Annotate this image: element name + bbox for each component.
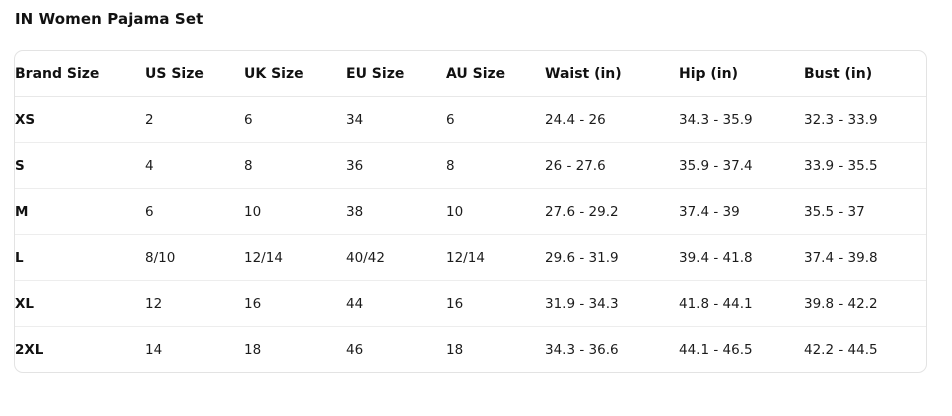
cell-bust: 37.4 - 39.8: [804, 234, 926, 281]
table-row: XS 2 6 34 6 24.4 - 26 34.3 - 35.9 32.3 -…: [15, 97, 926, 143]
table-row: M 6 10 38 10 27.6 - 29.2 37.4 - 39 35.5 …: [15, 188, 926, 235]
cell-hip: 41.8 - 44.1: [679, 280, 804, 327]
cell-uk-size: 8: [244, 142, 346, 189]
table-row: XL 12 16 44 16 31.9 - 34.3 41.8 - 44.1 3…: [15, 280, 926, 327]
cell-us-size: 4: [145, 142, 244, 189]
cell-bust: 39.8 - 42.2: [804, 280, 926, 327]
cell-hip: 39.4 - 41.8: [679, 234, 804, 281]
cell-eu-size: 34: [346, 111, 364, 128]
cell-waist: 31.9 - 34.3: [545, 280, 679, 327]
column-header-eu-size: EU Size: [346, 51, 446, 97]
cell-waist: 27.6 - 29.2: [545, 188, 679, 235]
cell-hip: 44.1 - 46.5: [679, 326, 804, 372]
size-chart-card: Brand Size US Size UK Size EU Size AU Si…: [14, 50, 927, 373]
cell-au-size: 16: [446, 280, 545, 327]
cell-us-size: 8/10: [145, 234, 244, 281]
cell-hip: 35.9 - 37.4: [679, 142, 804, 189]
page-title: IN Women Pajama Set: [15, 10, 204, 28]
cell-au-size: 10: [446, 188, 545, 235]
cell-brand-size: XS: [15, 111, 36, 128]
cell-us-size: 2: [145, 111, 154, 128]
cell-brand-size: 2XL: [15, 326, 145, 372]
cell-au-size: 6: [446, 111, 455, 128]
cell-uk-size: 6: [244, 111, 253, 128]
cell-bust: 33.9 - 35.5: [804, 142, 926, 189]
cell-us-size: 12: [145, 280, 244, 327]
column-header-bust: Bust (in): [804, 51, 926, 97]
cell-uk-size: 18: [244, 326, 346, 372]
cell-hip: 34.3 - 35.9: [679, 111, 753, 128]
cell-bust: 32.3 - 33.9: [804, 111, 878, 128]
cell-au-size: 12/14: [446, 234, 545, 281]
cell-eu-size: 44: [346, 280, 446, 327]
column-header-au-size: AU Size: [446, 51, 545, 97]
cell-hip: 37.4 - 39: [679, 188, 804, 235]
cell-waist: 29.6 - 31.9: [545, 234, 679, 281]
cell-eu-size: 36: [346, 142, 446, 189]
cell-bust: 42.2 - 44.5: [804, 326, 926, 372]
cell-us-size: 14: [145, 326, 244, 372]
cell-au-size: 18: [446, 326, 545, 372]
cell-brand-size: L: [15, 234, 145, 281]
table-row: L 8/10 12/14 40/42 12/14 29.6 - 31.9 39.…: [15, 234, 926, 281]
cell-eu-size: 40/42: [346, 234, 446, 281]
size-chart-table: Brand Size US Size UK Size EU Size AU Si…: [15, 51, 926, 372]
column-header-brand-size: Brand Size: [15, 51, 145, 97]
table-header-row: Brand Size US Size UK Size EU Size AU Si…: [15, 51, 926, 97]
table-row: 2XL 14 18 46 18 34.3 - 36.6 44.1 - 46.5 …: [15, 326, 926, 372]
cell-uk-size: 16: [244, 280, 346, 327]
table-body: XS 2 6 34 6 24.4 - 26 34.3 - 35.9 32.3 -…: [15, 97, 926, 372]
cell-uk-size: 10: [244, 188, 346, 235]
cell-waist: 24.4 - 26: [545, 111, 606, 128]
table-header: Brand Size US Size UK Size EU Size AU Si…: [15, 51, 926, 97]
cell-brand-size: M: [15, 188, 145, 235]
column-header-waist: Waist (in): [545, 51, 679, 97]
cell-waist: 34.3 - 36.6: [545, 326, 679, 372]
cell-brand-size: XL: [15, 280, 145, 327]
cell-eu-size: 46: [346, 326, 446, 372]
cell-au-size: 8: [446, 142, 545, 189]
cell-eu-size: 38: [346, 188, 446, 235]
cell-waist: 26 - 27.6: [545, 142, 679, 189]
cell-uk-size: 12/14: [244, 234, 346, 281]
column-header-hip: Hip (in): [679, 51, 804, 97]
column-header-uk-size: UK Size: [244, 51, 346, 97]
cell-brand-size: S: [15, 142, 145, 189]
table-row: S 4 8 36 8 26 - 27.6 35.9 - 37.4 33.9 - …: [15, 142, 926, 189]
cell-us-size: 6: [145, 188, 244, 235]
column-header-us-size: US Size: [145, 51, 244, 97]
cell-bust: 35.5 - 37: [804, 188, 926, 235]
